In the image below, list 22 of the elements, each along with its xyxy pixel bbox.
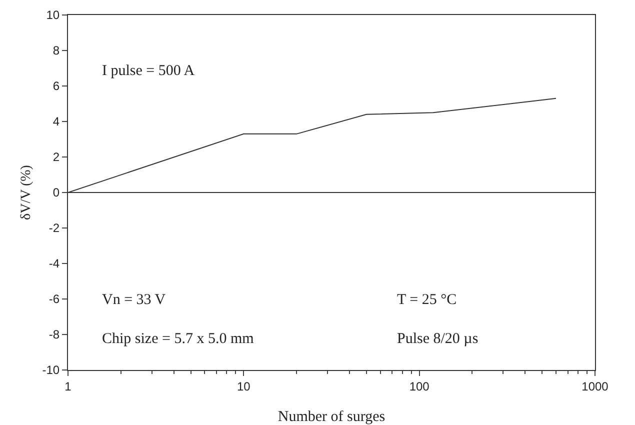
x-tick-label: 100 <box>409 379 430 394</box>
annotation: I pulse = 500 A <box>102 63 195 79</box>
y-tick-label: 0 <box>52 186 60 200</box>
y-tick-label: -8 <box>48 328 60 342</box>
x-tick-label: 1 <box>64 379 72 394</box>
y-axis-title: δV/V (%) <box>19 164 34 220</box>
y-tick-label: -6 <box>48 292 60 306</box>
annotation: Pulse 8/20 µs <box>397 331 478 347</box>
x-axis-title: Number of surges <box>278 409 386 425</box>
y-tick-label: 6 <box>52 79 60 94</box>
x-tick-label: 1000 <box>582 379 609 394</box>
y-tick-label: 2 <box>52 150 60 164</box>
annotation: Chip size = 5.7 x 5.0 mm <box>102 331 254 347</box>
annotation: Vn = 33 V <box>102 292 166 308</box>
x-tick-label: 10 <box>236 379 251 394</box>
y-tick-label: 8 <box>52 44 60 58</box>
y-tick-label: -2 <box>48 221 60 236</box>
y-tick-label: -4 <box>48 256 60 271</box>
y-tick-label: 10 <box>46 8 60 22</box>
annotation: T = 25 °C <box>397 292 457 308</box>
y-tick-label: 4 <box>52 114 60 129</box>
y-tick-label: -10 <box>42 363 60 378</box>
